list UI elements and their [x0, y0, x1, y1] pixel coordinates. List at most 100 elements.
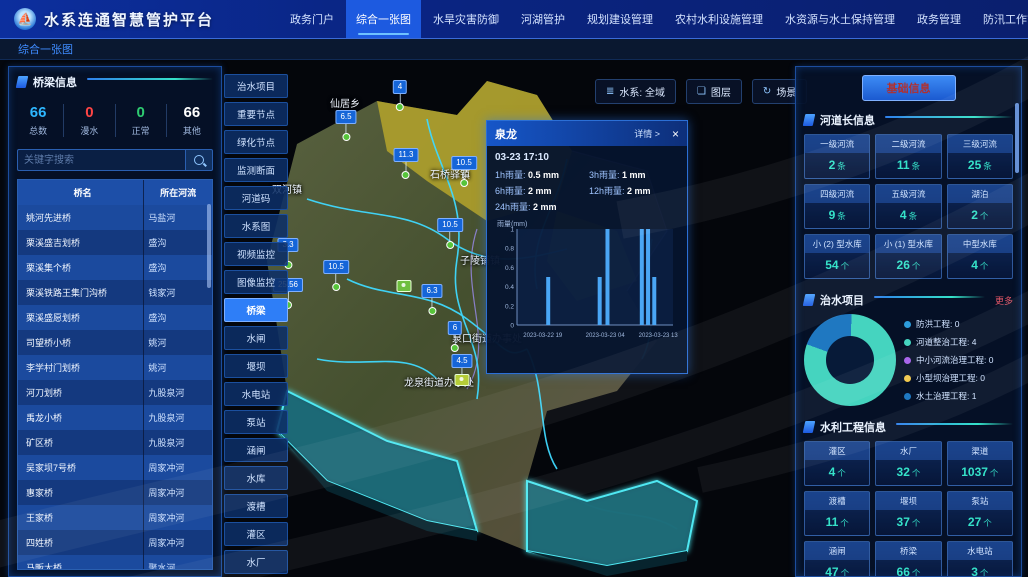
table-row[interactable]: 吴家坝7号桥 周家冲河 — [18, 455, 212, 480]
layer-menu-item[interactable]: 水库 — [224, 466, 288, 490]
nav-item[interactable]: 综合一张图 — [346, 0, 421, 38]
nav-item[interactable]: 政务门户 — [290, 14, 334, 26]
river-name: 九股泉河 — [143, 405, 212, 430]
layer-menu-item[interactable]: 泵站 — [224, 410, 288, 434]
nav-item[interactable]: 水资源与水土保持管理 — [785, 14, 895, 26]
camera-icon[interactable] — [396, 280, 412, 292]
table-row[interactable]: 姚河先进桥 马盐河 — [18, 205, 212, 230]
river-name: 周家冲河 — [143, 530, 212, 555]
water-level-marker[interactable]: 4 — [392, 80, 408, 111]
layer-menu-item[interactable]: 治水项目 — [224, 74, 288, 98]
map-control-label: 场景 — [776, 88, 797, 99]
close-icon[interactable]: × — [671, 126, 679, 141]
table-scrollbar[interactable] — [207, 204, 211, 288]
layer-menu-item[interactable]: 堰坝 — [224, 354, 288, 378]
river-name: 盛沟 — [143, 230, 212, 255]
card-label: 灌区 — [805, 442, 870, 460]
layer-menu-item[interactable]: 水系图 — [224, 214, 288, 238]
camera-icon[interactable] — [454, 374, 470, 386]
stat-item: 66 总数 — [13, 104, 65, 137]
water-level-marker[interactable]: 6.5 — [335, 110, 357, 141]
search-button[interactable] — [185, 149, 213, 171]
card-value: 11 条 — [896, 158, 921, 172]
table-row[interactable]: 栗溪盛吉划桥 盛沟 — [18, 230, 212, 255]
legend-item: 河道整治工程: 4 — [904, 336, 993, 348]
layer-menu-item[interactable]: 绿化节点 — [224, 130, 288, 154]
card-label: 水电站 — [947, 542, 1012, 560]
stat-item: 0 漫水 — [64, 104, 116, 137]
legend-label: 河道整治工程: 4 — [916, 337, 977, 347]
table-row[interactable]: 王家桥 周家冲河 — [18, 505, 212, 530]
nav-item[interactable]: 水旱灾害防御 — [433, 14, 499, 26]
panel-scrollbar[interactable] — [1015, 103, 1019, 173]
water-level-marker[interactable]: 10.5 — [323, 260, 349, 291]
popup-title: 泉龙 — [495, 128, 517, 141]
marker-dot — [445, 241, 454, 249]
layer-menu-item[interactable]: 渡槽 — [224, 494, 288, 518]
river-name: 九股泉河 — [143, 430, 212, 455]
layer-menu-item[interactable]: 涵闸 — [224, 438, 288, 462]
river-name: 周家冲河 — [143, 480, 212, 505]
layer-menu-item[interactable]: 河道码 — [224, 186, 288, 210]
details-link[interactable]: 详情 > — [634, 129, 660, 139]
card-label: 渡槽 — [805, 492, 870, 510]
info-card: 桥梁 66 个 — [875, 541, 942, 577]
bridge-stats: 66 总数 0 漫水 0 正常 66 其他 — [9, 94, 221, 145]
engineering-cards: 灌区 4 个 水厂 32 个 渠道 1037 个渡槽 11 个 堰坝 37 个 泵站 27 个涵闸 47 个 桥梁 66… — [796, 439, 1021, 577]
nav-item[interactable]: 政务管理 — [917, 14, 961, 26]
table-row[interactable]: 栗溪盛愿划桥 盛沟 — [18, 305, 212, 330]
water-level-marker[interactable]: 10.5 — [437, 218, 463, 249]
search-input[interactable] — [17, 149, 185, 171]
stat-label: 正常 — [131, 126, 150, 136]
stat-label: 漫水 — [80, 126, 99, 136]
layer-menu-item[interactable]: 重要节点 — [224, 102, 288, 126]
layer-menu-item[interactable]: 水闸 — [224, 326, 288, 350]
card-unit: 个 — [911, 568, 921, 577]
nav-item[interactable]: 河湖管护 — [521, 14, 565, 26]
card-label: 一级河流 — [805, 135, 870, 153]
basic-info-button[interactable]: 基础信息 — [861, 75, 956, 101]
table-row[interactable]: 四姓桥 周家冲河 — [18, 530, 212, 555]
table-row[interactable]: 栗溪铁路王集门沟桥 钱家河 — [18, 280, 212, 305]
card-label: 五级河流 — [876, 185, 941, 203]
layer-menu-item[interactable]: 水电站 — [224, 382, 288, 406]
water-level-marker[interactable]: 6 — [447, 321, 463, 352]
table-row[interactable]: 栗溪集个桥 盛沟 — [18, 255, 212, 280]
table-row[interactable]: 马畈大桥 聚水河 — [18, 555, 212, 569]
water-level-marker[interactable]: 10.5 — [451, 156, 477, 187]
more-link[interactable]: 更多 — [994, 295, 1013, 306]
table-row[interactable]: 惠家桥 周家冲河 — [18, 480, 212, 505]
map-control-button[interactable]: ≣ 水系: 全域 — [595, 79, 676, 104]
layer-menu-item[interactable]: 灌区 — [224, 522, 288, 546]
nav-item[interactable]: 防汛工作管理 — [983, 14, 1028, 26]
card-unit: 条 — [908, 211, 918, 221]
nav-item[interactable]: 规划建设管理 — [587, 14, 653, 26]
table-row[interactable]: 河刀划桥 九股泉河 — [18, 380, 212, 405]
stat-value: 0 — [85, 104, 94, 121]
svg-text:0.4: 0.4 — [505, 284, 514, 291]
legend-label: 防洪工程: 0 — [916, 319, 960, 329]
marker-value: 10.5 — [323, 260, 349, 274]
nav-item[interactable]: 农村水利设施管理 — [675, 14, 763, 26]
breadcrumb[interactable]: 综合一张图 — [18, 43, 73, 56]
card-unit: 个 — [983, 518, 992, 528]
map-control-button[interactable]: ❏ 图层 — [685, 79, 742, 104]
water-level-marker[interactable]: 6.3 — [421, 284, 443, 315]
card-unit: 条 — [911, 161, 921, 171]
table-row[interactable]: 矿区桥 九股泉河 — [18, 430, 212, 455]
layer-menu-item[interactable]: 视频监控 — [224, 242, 288, 266]
table-row[interactable]: 司望桥小桥 姚河 — [18, 330, 212, 355]
card-unit: 个 — [840, 568, 850, 577]
layer-menu-item[interactable]: 图像监控 — [224, 270, 288, 294]
legend-dot — [904, 392, 911, 400]
table-row[interactable]: 禹龙小桥 九股泉河 — [18, 405, 212, 430]
bridge-name: 河刀划桥 — [26, 388, 63, 398]
river-cards: 一级河流 2 条 二级河流 11 条 三级河流 25 条四级河流 9 条 五级河流 4 条 湖泊 2 个小 (2… — [796, 132, 1021, 285]
layer-menu-item[interactable]: 监测断面 — [224, 158, 288, 182]
layer-menu-item[interactable]: 水厂 — [224, 550, 288, 574]
marker-dot — [395, 103, 404, 111]
table-row[interactable]: 李学村门划桥 姚河 — [18, 355, 212, 380]
layer-menu-item[interactable]: 桥梁 — [224, 298, 288, 322]
water-level-marker[interactable]: 11.3 — [393, 148, 419, 179]
